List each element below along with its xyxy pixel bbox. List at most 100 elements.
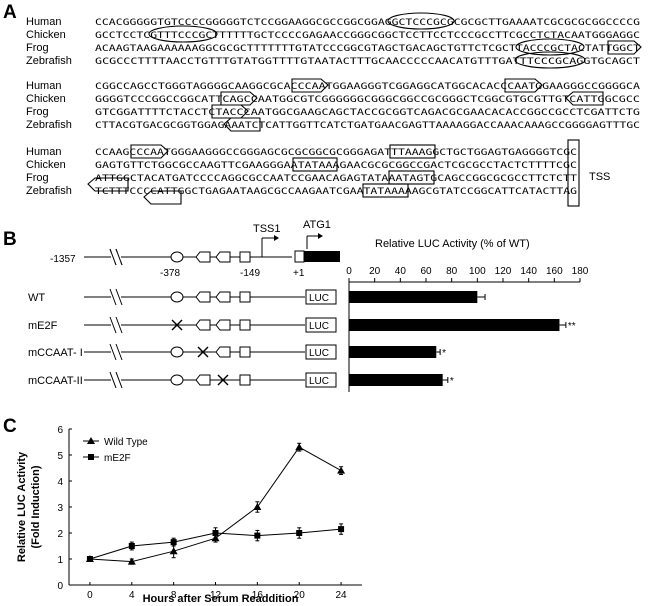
luc-reporter-box — [305, 317, 337, 333]
sequence-row: GCGCCCTTTTAACCTGTTTGTATGGTTTTGTAATACTTTG… — [95, 56, 641, 67]
legend-entry: mE2F — [83, 453, 131, 464]
break-mark — [115, 288, 123, 306]
x-tick-label: 140 — [520, 266, 537, 277]
data-point — [170, 539, 177, 546]
species-label: Human — [26, 80, 61, 92]
ccaat-box-pentagon — [215, 319, 231, 331]
break-mark — [109, 248, 117, 266]
data-point — [296, 530, 303, 536]
e2f-site-ellipse — [170, 346, 184, 358]
tss-label: TSS — [589, 171, 610, 183]
data-point — [254, 532, 261, 539]
position-upstream: -1357 — [50, 254, 76, 265]
x-tick-label: 100 — [469, 266, 486, 277]
position-ccaat: -149 — [240, 268, 260, 279]
break-mark — [109, 343, 117, 361]
y-axis-label: (Fold Induction) — [30, 465, 42, 548]
species-label: Human — [26, 146, 61, 158]
y-tick-label: 0 — [57, 581, 63, 592]
x-tick-label: 20 — [294, 590, 306, 601]
alignment-block-1: Human CCACGGGGGTGTCCCCGGGGGTCTCCGGAAGGCG… — [26, 12, 642, 69]
ccaat-box-pentagon — [504, 78, 543, 93]
panel-b-label: B — [3, 229, 17, 250]
sequence-row: GCCTCCTCGTTTCCCGCTTTTTTGCTCCCCGAGAACCGGG… — [95, 30, 640, 41]
construct-row: mE2F LUC — [28, 316, 337, 334]
x-tick-label: 8 — [171, 590, 177, 601]
construct-name: mCCAAT-II — [28, 375, 83, 387]
significance-mark: ** — [568, 321, 576, 332]
x-tick-label: 160 — [546, 266, 563, 277]
x-tick-label: 60 — [420, 266, 432, 277]
x-tick-label: 180 — [572, 266, 589, 277]
sequence-row: GTCGGATTTTCTACCTCTACCCAATGGCGAAGCAGCTACC… — [95, 107, 640, 118]
species-label: Zebrafish — [26, 55, 72, 67]
x-tick-label: 80 — [446, 266, 458, 277]
y-tick-label: 4 — [57, 477, 63, 488]
break-mark — [115, 248, 123, 266]
tss-box-rect — [567, 139, 580, 207]
species-label: Frog — [26, 172, 49, 184]
y-tick-label: 5 — [57, 451, 63, 462]
mutation-cross — [171, 319, 183, 331]
sequence-row: TCTTTCCCCATTGGCTGAGAATAAGCGCCAAGAATCGAAT… — [95, 186, 577, 197]
tss1-arrowhead — [274, 235, 279, 241]
break-mark — [115, 371, 123, 389]
break-gap — [111, 291, 121, 303]
data-point — [212, 530, 219, 536]
x-tick-label: 0 — [346, 266, 352, 277]
break-gap — [111, 346, 121, 358]
position-plus1: +1 — [293, 268, 305, 279]
y-tick-label: 1 — [57, 555, 63, 566]
e2f-site-ellipse — [515, 38, 585, 56]
x-tick-label: 120 — [495, 266, 512, 277]
alignment-block-2: Human CGGCCAGCCTGGGTAGGGGCAAGGCGCACCCAAT… — [26, 78, 641, 132]
e2f-site-ellipse — [148, 25, 218, 43]
construct-name: mE2F — [28, 320, 58, 332]
ccaat-box-pentagon — [215, 251, 231, 263]
ccaat-box-pentagon — [215, 291, 231, 303]
e2f-site-ellipse — [387, 12, 455, 30]
y-tick-label: 6 — [57, 425, 63, 436]
legend-label: mE2F — [104, 453, 131, 464]
sequence-row: GAGTGTTCTGGCGCCAAGTTCGAAGGGAATATAAAGAACG… — [95, 160, 577, 171]
break-mark — [109, 288, 117, 306]
coding-region — [304, 251, 340, 262]
bar-axis-title: Relative LUC Activity (% of WT) — [375, 238, 530, 250]
break-mark — [109, 316, 117, 334]
luc-label: LUC — [309, 293, 329, 304]
tss1-label: TSS1 — [253, 223, 281, 235]
legend-label: Wild Type — [104, 437, 148, 448]
data-point — [127, 557, 136, 565]
sequence-row: ATTGGCTACATGATCCCCAGGCGCCAATCCGAACAGAGTA… — [95, 173, 578, 184]
species-label: Human — [26, 16, 61, 28]
legend-entry: Wild Type — [83, 437, 148, 448]
x-tick-label: 4 — [129, 590, 135, 601]
species-label: Zebrafish — [26, 185, 72, 197]
data-point — [87, 437, 95, 444]
construct-row: mCCAAT-II LUC — [28, 371, 337, 389]
atg-arrowhead — [318, 233, 323, 239]
data-point — [295, 443, 304, 451]
ccaat-box-pentagon — [215, 346, 231, 358]
ccaat-box-pentagon — [291, 78, 329, 93]
mutation-cross — [197, 346, 209, 358]
break-gap — [111, 319, 121, 331]
bar — [349, 319, 560, 331]
tata-box-rect — [239, 319, 251, 331]
data-point — [128, 543, 135, 549]
ccaat-box-pentagon — [211, 104, 249, 119]
x-tick-label: 20 — [369, 266, 381, 277]
species-label: Chicken — [26, 29, 66, 41]
break-gap — [111, 252, 121, 262]
ccaat-box-pentagon — [195, 291, 211, 303]
sequence-row: CGGCCAGCCTGGGTAGGGGCAAGGCGCACCCAATGGAAGG… — [95, 81, 641, 92]
bar — [349, 291, 478, 303]
tata-box-rect — [388, 170, 435, 185]
ccaat-box-pentagon — [607, 40, 642, 55]
construct-list: WT LUC mE2F LUC mCCAAT- I LUC mCCAAT-II LUC — [28, 288, 337, 389]
construct-name: mCCAAT- I — [28, 347, 83, 359]
ccaat-box-pentagon — [195, 251, 211, 263]
y-axis-label: Relative LUC Activity — [16, 451, 28, 562]
break-gap — [111, 374, 121, 386]
data-point — [337, 466, 346, 474]
